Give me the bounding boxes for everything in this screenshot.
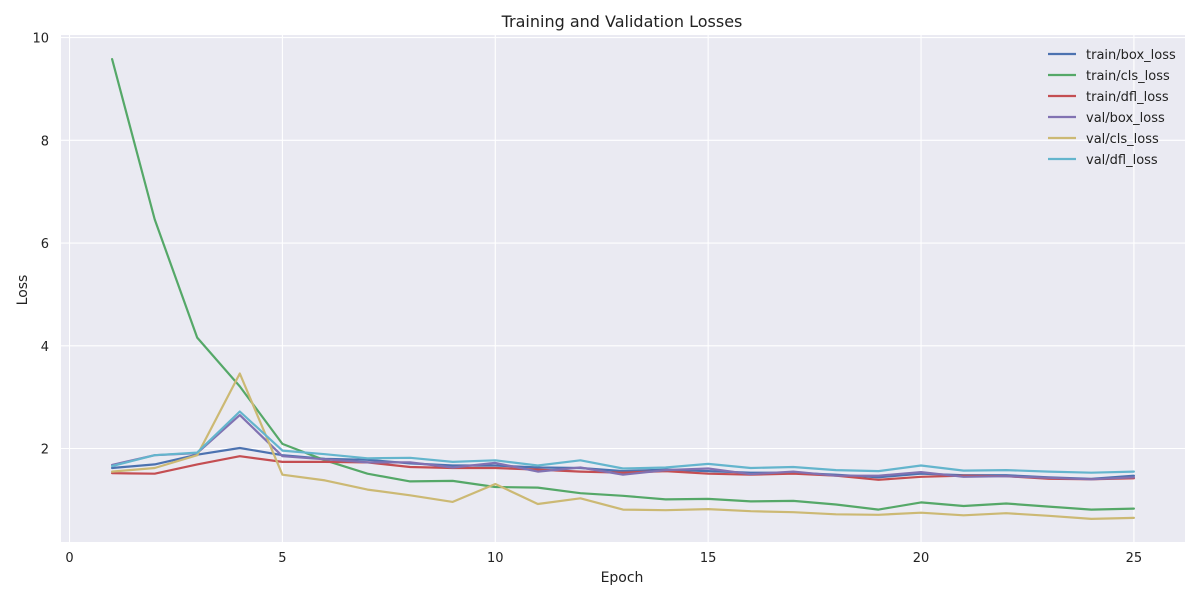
x-tick-label: 0 bbox=[65, 551, 73, 566]
y-tick-labels: 2 4 6 8 10 bbox=[32, 32, 49, 458]
legend-label-train-cls-loss: train/cls_loss bbox=[1086, 69, 1170, 84]
series-line-val-box-loss bbox=[110, 414, 1136, 481]
y-tick-label: 4 bbox=[41, 340, 49, 355]
x-tick-label: 10 bbox=[487, 551, 504, 566]
legend-label-train-dfl-loss: train/dfl_loss bbox=[1086, 90, 1169, 105]
y-tick-label: 10 bbox=[32, 32, 49, 47]
chart-title: Training and Validation Losses bbox=[501, 12, 743, 31]
plot-background bbox=[61, 35, 1185, 542]
legend: train/box_loss train/cls_loss train/dfl_lo… bbox=[1048, 48, 1176, 168]
legend-label-val-box-loss: val/box_loss bbox=[1086, 111, 1165, 126]
y-tick-label: 8 bbox=[41, 134, 49, 149]
y-axis-title: Loss bbox=[15, 275, 31, 306]
series-line-train-cls-loss bbox=[110, 57, 1136, 511]
x-tick-label: 25 bbox=[1126, 551, 1143, 566]
legend-label-val-cls-loss: val/cls_loss bbox=[1086, 132, 1159, 147]
x-axis-title: Epoch bbox=[601, 570, 644, 586]
y-tick-label: 2 bbox=[41, 443, 49, 458]
series-lines bbox=[110, 57, 1136, 521]
x-tick-label: 15 bbox=[700, 551, 717, 566]
legend-label-train-box-loss: train/box_loss bbox=[1086, 48, 1176, 63]
x-tick-label: 5 bbox=[278, 551, 286, 566]
series-line-val-cls-loss bbox=[110, 372, 1136, 521]
series-line-val-dfl-loss bbox=[110, 410, 1136, 474]
x-tick-labels: 0 5 10 15 20 25 bbox=[65, 551, 1142, 566]
legend-label-val-dfl-loss: val/dfl_loss bbox=[1086, 153, 1158, 168]
x-tick-label: 20 bbox=[913, 551, 930, 566]
y-tick-label: 6 bbox=[41, 237, 49, 252]
